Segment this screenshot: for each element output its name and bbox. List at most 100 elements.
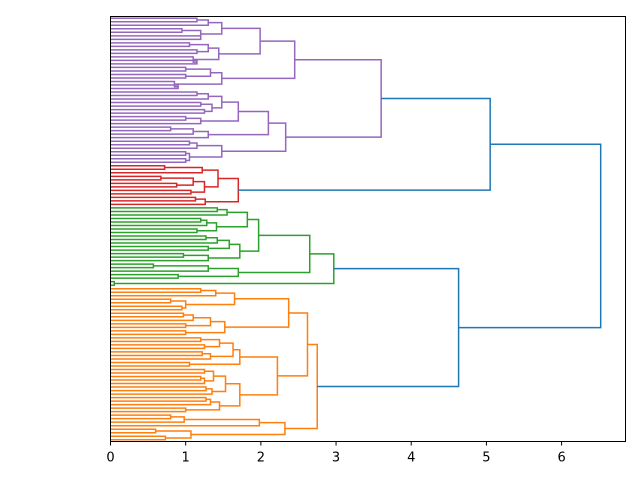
dendrogram-link: [211, 375, 227, 393]
dendrogram-link: [110, 263, 155, 269]
dendrogram-link: [110, 265, 209, 272]
dendrogram-link: [181, 29, 202, 38]
dendrogram-link: [196, 222, 218, 232]
dendrogram-link: [174, 71, 223, 85]
dendrogram-link: [200, 103, 213, 113]
dendrogram-link: [110, 73, 187, 79]
dendrogram-link: [219, 383, 241, 407]
dendrogram-link: [284, 343, 319, 430]
dendrogram-link: [208, 239, 231, 250]
dendrogram-link: [155, 430, 192, 439]
dendrogram-link: [110, 435, 167, 441]
dendrogram-link: [110, 175, 162, 181]
x-tick-label: 4: [407, 451, 415, 466]
dendrogram-link: [110, 207, 219, 213]
dendrogram-link: [110, 150, 187, 156]
dendrogram-link: [110, 93, 209, 100]
dendrogram-link: [110, 80, 179, 88]
dendrogram-link: [189, 43, 209, 53]
dendrogram-link: [110, 287, 202, 293]
dendrogram-link: [110, 418, 261, 427]
dendrogram-link: [110, 305, 183, 311]
dendrogram-link: [110, 352, 212, 360]
dendrogram-link: [110, 19, 209, 27]
x-tick-label: 0: [106, 451, 114, 466]
dendrogram-link: [110, 35, 202, 41]
dendrogram-link: [110, 49, 198, 55]
dendrogram-link: [238, 234, 311, 274]
dendrogram-link: [110, 407, 187, 413]
dendrogram-link: [110, 208, 228, 216]
dendrogram-link: [189, 144, 223, 158]
dendrogram-link: [110, 166, 203, 174]
dendrogram-link: [205, 177, 240, 203]
dendrogram-link: [110, 66, 187, 72]
dendrogram-link: [208, 243, 241, 259]
dendrogram-link: [178, 267, 240, 278]
dendrogram-link: [110, 361, 191, 367]
dendrogram-link: [110, 101, 202, 107]
dendrogram-link: [110, 314, 194, 322]
dendrogram-link: [185, 292, 236, 306]
dendrogram-link: [110, 182, 178, 188]
x-tick-label: 5: [482, 451, 490, 466]
dendrogram-link: [110, 428, 157, 434]
dendrogram-link: [110, 84, 179, 90]
dendrogram-link: [110, 196, 197, 202]
dendrogram-link: [110, 398, 212, 406]
dendrogram-link: [208, 95, 223, 109]
dendrogram-link: [110, 42, 191, 48]
dendrogram-link: [110, 280, 116, 286]
dendrogram-link: [110, 165, 166, 171]
dendrogram-link: [110, 330, 187, 336]
dendrogram-link: [216, 211, 249, 228]
dendrogram-link: [110, 235, 207, 241]
dendrogram-link: [200, 101, 240, 122]
dendrogram-link: [110, 351, 203, 357]
dendrogram-link: [190, 421, 286, 436]
dendrogram-link: [110, 228, 198, 234]
dendrogram-link: [110, 298, 172, 304]
dendrogram-link: [208, 110, 270, 136]
dendrogram-link: [110, 17, 198, 23]
dendrogram-link: [185, 68, 212, 77]
dendrogram-link: [110, 245, 209, 251]
dendrogram-link: [239, 218, 260, 252]
dendrogram-link: [110, 388, 213, 395]
dendrogram-link: [110, 59, 198, 65]
dendrogram-link: [110, 368, 206, 374]
dendrogram-link: [277, 312, 309, 377]
dendrogram-link: [224, 298, 290, 328]
dendrogram-link: [110, 128, 194, 135]
dendrogram-link: [110, 198, 206, 206]
dendrogram-link: [185, 320, 226, 334]
dendrogram-link: [285, 58, 382, 138]
dendrogram-link: [110, 254, 209, 262]
x-tick-label: 6: [557, 451, 565, 466]
x-tick-label: 2: [257, 451, 265, 466]
dendrogram-link: [458, 143, 602, 329]
dendrogram-link: [110, 396, 207, 402]
dendrogram-link: [170, 300, 187, 309]
dendrogram-link: [110, 323, 187, 329]
dendrogram-link: [110, 108, 206, 114]
dendrogram-link: [110, 91, 198, 97]
dendrogram-link: [238, 97, 491, 191]
plot-frame: [110, 16, 626, 442]
dendrogram-link: [110, 217, 202, 223]
dendrogram-link: [110, 377, 206, 385]
dendrogram-link: [110, 28, 183, 34]
dendrogram-link: [110, 130, 209, 139]
dendrogram-link: [110, 386, 207, 392]
dendrogram-link: [110, 219, 208, 227]
dendrogram-link: [110, 337, 202, 343]
dendrogram-link: [110, 158, 187, 164]
dendrogram-link: [110, 115, 187, 121]
dendrogram-link: [221, 122, 287, 153]
dendrogram-link: [110, 142, 198, 149]
x-tick-label: 3: [332, 451, 340, 466]
dendrogram-link: [317, 267, 460, 388]
dendrogram-link: [110, 312, 185, 318]
dendrogram-link: [110, 56, 197, 63]
